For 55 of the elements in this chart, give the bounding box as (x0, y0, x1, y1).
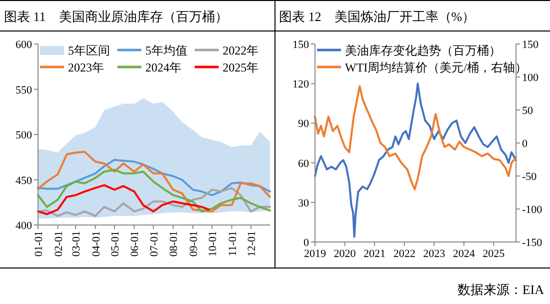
line-series (37, 186, 271, 217)
y-tick-label: 400 (16, 220, 32, 232)
y-tick-label: 450 (16, 174, 32, 187)
x-tick-label: 07-01 (148, 231, 160, 257)
x-tick-label: 2024 (452, 248, 476, 260)
line-series (37, 184, 210, 216)
x-tick-label: 06-01 (129, 231, 142, 257)
source-note: 数据来源：EIA (457, 282, 545, 297)
y2-tick-label: -150 (522, 237, 543, 249)
line-series (37, 158, 271, 196)
y-tick-label: 30 (298, 197, 310, 210)
y-tick-label: 60 (298, 158, 310, 170)
x-tick-label: 10-01 (207, 231, 219, 257)
line-series (37, 168, 271, 212)
x-tick-label: 05-01 (109, 231, 122, 257)
chart-title: 图表 11 美国商业原油库存（百万桶） (4, 9, 228, 24)
line-series (37, 150, 271, 212)
y2-tick-label: -50 (522, 171, 538, 183)
x-tick-label: 2023 (423, 248, 446, 260)
legend-label: 2023年 (68, 60, 104, 74)
legend-label: 美油库存变化趋势（百万桶） (345, 44, 501, 58)
x-tick-label: 11-01 (226, 231, 239, 256)
x-tick-label: 2021 (364, 248, 386, 260)
legend-label: 2025年 (222, 60, 259, 74)
y2-tick-label: 150 (522, 39, 539, 51)
y-tick-label: 550 (16, 84, 32, 96)
y2-tick-label: 0 (522, 138, 528, 150)
annotation: 5年区间 (68, 44, 110, 58)
x-tick-label: 2025 (482, 248, 506, 260)
x-tick-label: 03-01 (70, 231, 83, 257)
legend-label: WTI周均结算价（美元/桶，右轴） (345, 60, 527, 74)
x-tick-label: 01-01 (33, 231, 45, 257)
x-tick-label: 02-01 (52, 231, 65, 257)
legend-label: 2022年 (222, 44, 259, 58)
y-tick-label: 0 (304, 237, 310, 249)
line-series (314, 85, 517, 190)
legend-label: 2024年 (145, 60, 182, 74)
y-tick-label: 120 (292, 78, 310, 91)
y-tick-label: 150 (292, 39, 310, 51)
y2-tick-label: 50 (522, 105, 534, 117)
x-tick-label: 2022 (393, 248, 416, 260)
x-tick-label: 09-01 (188, 231, 200, 257)
x-tick-label: 04-01 (90, 231, 102, 257)
x-tick-label: 12-01 (246, 231, 258, 257)
y2-tick-label: 100 (522, 72, 539, 84)
chart-title: 图表 12 美国炼油厂开工率（%） (279, 9, 476, 24)
x-tick-label: 2019 (304, 248, 326, 260)
legend-label: 5年均值 (145, 44, 188, 58)
x-tick-label: 2020 (334, 248, 356, 260)
y-tick-label: 500 (16, 130, 32, 142)
y2-tick-label: -100 (522, 204, 543, 216)
x-tick-label: 08-01 (168, 231, 180, 257)
y-tick-label: 90 (298, 118, 310, 130)
y-tick-label: 600 (16, 39, 32, 51)
line-series (314, 82, 517, 238)
